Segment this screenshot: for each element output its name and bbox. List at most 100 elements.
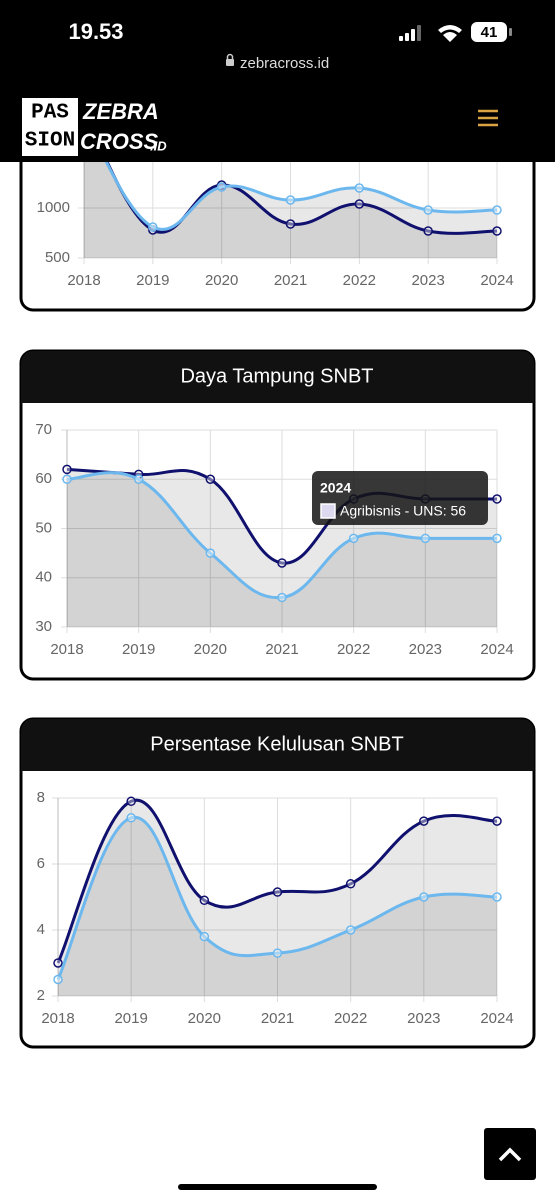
- point: [62, 464, 72, 475]
- point: [148, 222, 158, 232]
- card-header: [21, 748, 534, 771]
- point: [53, 958, 63, 968]
- point: [423, 226, 433, 236]
- chart-title: Daya Tampung SNBT: [180, 365, 373, 387]
- x-tick-label: 2022: [337, 641, 370, 658]
- x-tick-label: 2024: [480, 1010, 513, 1027]
- point: [419, 816, 429, 826]
- x-tick-label: 2018: [41, 1010, 74, 1027]
- area: [58, 817, 497, 996]
- line: [82, 112, 498, 235]
- area: [67, 472, 497, 627]
- point: [419, 892, 429, 902]
- point: [216, 182, 227, 192]
- battery-icon: [471, 22, 507, 42]
- point: [205, 474, 216, 484]
- point: [133, 474, 144, 484]
- tooltip-title: 2024: [320, 480, 351, 496]
- point: [348, 533, 359, 544]
- menu-button[interactable]: [478, 109, 498, 127]
- logo-text: .ID: [150, 138, 167, 153]
- x-tick-label: 2020: [188, 1010, 221, 1027]
- y-tick-label: 1000: [37, 199, 70, 216]
- point: [285, 195, 296, 205]
- wifi-icon: [438, 25, 462, 42]
- back-to-top[interactable]: [484, 1128, 536, 1180]
- y-tick-label: 6: [37, 855, 45, 872]
- point: [272, 887, 283, 897]
- y-tick-label: 4: [37, 921, 45, 938]
- battery-tip: [509, 28, 512, 36]
- line: [82, 117, 498, 231]
- point: [423, 205, 433, 215]
- x-tick-label: 2019: [114, 1010, 147, 1027]
- point: [126, 796, 136, 807]
- point: [53, 974, 63, 985]
- tooltip-text: Agribisnis - UNS: 56: [340, 503, 466, 519]
- point: [285, 219, 296, 229]
- area: [84, 113, 497, 258]
- lock-shackle: [226, 53, 234, 60]
- y-tick-label: 8: [37, 789, 45, 806]
- logo-mark: PAS: [31, 102, 69, 125]
- point: [199, 931, 210, 942]
- tooltip-box: [312, 471, 488, 525]
- card-header: [21, 380, 534, 403]
- chart: 2 4 6 8 2018 2019 2020 2021 2022 2023 2024: [37, 789, 514, 1027]
- x-tick-label: 2024: [480, 272, 513, 289]
- home-indicator: [178, 1184, 377, 1190]
- point: [492, 494, 502, 504]
- point: [62, 474, 72, 484]
- logo-mark-bg: [22, 98, 78, 156]
- x-tick-label: 2020: [205, 272, 238, 289]
- y-tick-label: 30: [35, 618, 52, 635]
- x-tick-label: 2023: [407, 1010, 440, 1027]
- x-tick-label: 2021: [265, 641, 298, 658]
- chart-title: Persentase Kelulusan SNBT: [150, 733, 403, 755]
- logo-text: ZEBRA: [82, 99, 159, 124]
- tooltip-swatch: [320, 503, 336, 519]
- url: zebracross.id: [240, 55, 329, 72]
- y-tick-label: 2: [37, 987, 45, 1004]
- signal-icon: [399, 25, 421, 41]
- point: [492, 816, 502, 826]
- y-tick-label: 50: [35, 519, 52, 536]
- point: [492, 892, 502, 902]
- x-tick-label: 2023: [411, 272, 444, 289]
- x-tick-label: 2019: [122, 641, 155, 658]
- point: [199, 895, 210, 906]
- back-to-top-button[interactable]: [484, 1128, 536, 1180]
- point: [420, 533, 431, 544]
- x-tick-label: 2022: [343, 272, 376, 289]
- x-tick-label: 2023: [409, 641, 442, 658]
- point: [205, 548, 216, 558]
- point: [492, 226, 502, 236]
- logo[interactable]: PAS SION ZEBRA CROSS .ID: [22, 98, 167, 156]
- point: [345, 879, 356, 889]
- point: [277, 558, 287, 568]
- point: [277, 592, 287, 603]
- x-tick-label: 2019: [136, 272, 169, 289]
- x-tick-label: 2020: [194, 641, 227, 658]
- line: [66, 471, 497, 600]
- line: [56, 816, 498, 981]
- clock: 19.53: [68, 19, 123, 44]
- y-tick-label: 60: [35, 470, 52, 487]
- point: [126, 813, 136, 823]
- x-tick-label: 2021: [261, 1010, 294, 1027]
- x-tick-label: 2018: [50, 641, 83, 658]
- y-tick-label: 40: [35, 569, 52, 586]
- point: [492, 533, 502, 544]
- y-tick-label: 500: [45, 249, 70, 266]
- lock-icon: [226, 59, 234, 66]
- x-tick-label: 2024: [480, 641, 513, 658]
- point: [492, 205, 502, 215]
- x-tick-label: 2018: [67, 272, 100, 289]
- tooltip: 2024 Agribisnis - UNS: 56: [312, 471, 488, 525]
- battery-level: 41: [481, 24, 498, 41]
- area: [84, 118, 497, 258]
- point: [272, 948, 283, 958]
- x-tick-label: 2021: [274, 272, 307, 289]
